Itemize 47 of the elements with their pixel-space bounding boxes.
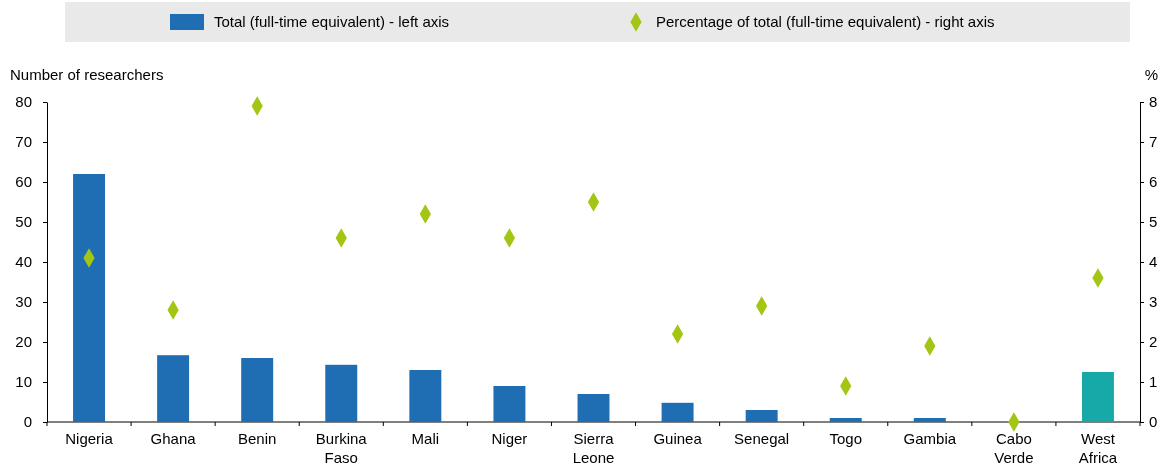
bar: [745, 410, 778, 422]
y2-tick-label: 4: [1149, 253, 1158, 271]
x-tick-label: Sierra Leone: [572, 430, 615, 466]
y-tick-label: 60: [15, 173, 32, 191]
y-tick-label: 50: [15, 213, 32, 231]
bar: [241, 358, 274, 422]
x-tick-label: Niger: [491, 430, 528, 447]
x-tick-label: West Africa: [1078, 430, 1118, 466]
x-tick-label: Cabo Verde: [994, 430, 1034, 466]
legend-label: Total (full-time equivalent) - left axis: [214, 13, 450, 30]
bar: [913, 418, 946, 422]
bar: [661, 402, 694, 422]
y2-axis-title: %: [1144, 66, 1158, 83]
y-tick-label: 70: [15, 133, 32, 151]
y-tick-label: 0: [23, 413, 32, 431]
y2-tick-label: 7: [1149, 133, 1158, 151]
x-tick-label: Togo: [829, 430, 862, 447]
y2-tick-label: 6: [1149, 173, 1158, 191]
bar: [577, 394, 610, 422]
y2-tick-label: 8: [1149, 93, 1158, 111]
y2-tick-label: 5: [1149, 213, 1158, 231]
x-tick-label: Burkina Faso: [315, 430, 368, 466]
x-tick-label: Benin: [238, 430, 277, 447]
y-tick-label: 40: [15, 253, 32, 271]
x-tick-label: Senegal: [734, 430, 790, 447]
y2-tick-label: 3: [1149, 293, 1158, 311]
bar: [73, 174, 106, 422]
bar: [157, 355, 190, 422]
x-tick-label: Nigeria: [65, 430, 114, 447]
bar: [829, 418, 862, 422]
y2-tick-label: 0: [1149, 413, 1158, 431]
y2-tick-label: 1: [1149, 373, 1158, 391]
y-tick-label: 80: [15, 93, 32, 111]
y2-tick-label: 2: [1149, 333, 1158, 351]
x-tick-label: Mali: [411, 430, 440, 447]
y-axis-title: Number of researchers: [10, 66, 164, 83]
y-tick-label: 20: [15, 333, 32, 351]
x-tick-label: Guinea: [653, 430, 703, 447]
bar: [493, 386, 526, 422]
bar: [325, 364, 358, 422]
y-tick-label: 30: [15, 293, 32, 311]
x-tick-label: Ghana: [150, 430, 197, 447]
bar: [1081, 372, 1114, 422]
x-tick-label: Gambia: [903, 430, 957, 447]
legend-label: Percentage of total (full-time equivalent) - right axis: [656, 13, 995, 30]
y-tick-label: 10: [15, 373, 32, 391]
bar: [409, 370, 442, 422]
